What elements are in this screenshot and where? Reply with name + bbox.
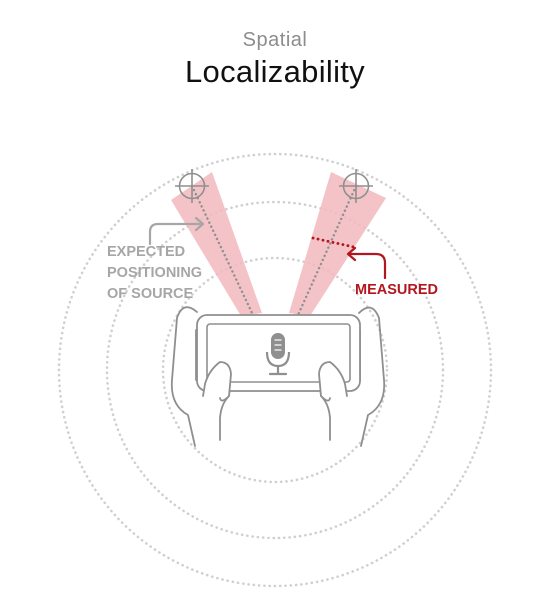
expected-arrow [148,216,205,246]
crosshair-icon [175,169,209,203]
diagram-title: Localizability [185,54,365,89]
measured-arrow [346,246,387,280]
finger-tips [202,361,348,402]
distance-rings [57,152,493,588]
left-beam-axis [190,184,255,317]
outer-ring [57,152,493,588]
expected-label-line2: POSITIONING [107,265,202,281]
header: Spatial Localizability [0,28,550,90]
right-beam-axis [296,184,358,317]
expected-label-line3: OF SOURCE [107,286,194,302]
measured-label: MEASURED [355,282,438,298]
measured-segment [311,236,356,249]
crosshair-icon [339,169,373,203]
left-beam [171,172,262,316]
middle-ring [105,200,445,540]
inner-ring [161,256,389,484]
diagram-subtitle: Spatial [242,29,308,51]
expected-label-line1: EXPECTED [107,244,185,260]
microphone-icon [265,333,291,376]
